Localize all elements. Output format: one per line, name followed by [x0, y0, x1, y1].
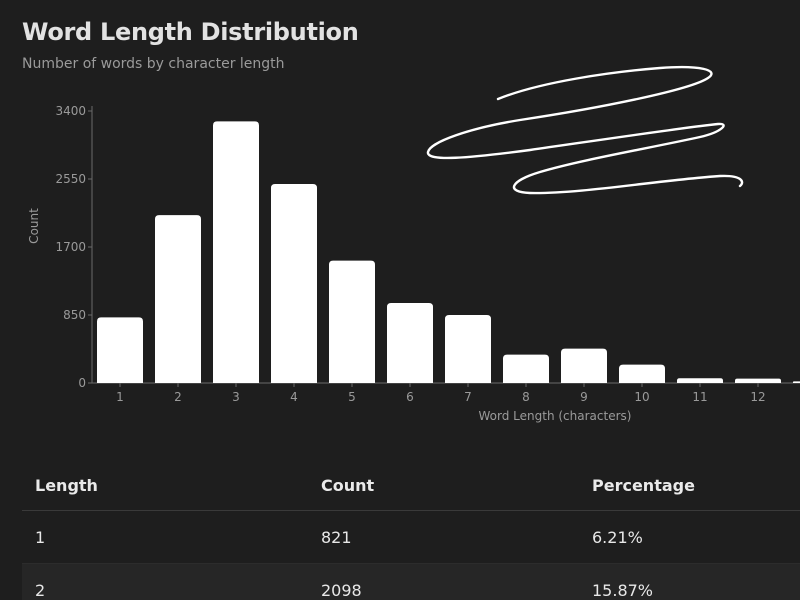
bars: [97, 121, 800, 384]
x-tick-label: 7: [464, 390, 472, 404]
x-tick-label: 10: [634, 390, 649, 404]
x-tick-label: 2: [174, 390, 182, 404]
cell-count: 2098: [321, 580, 362, 600]
y-axis-title: Count: [27, 208, 41, 244]
y-tick-label: 0: [78, 376, 86, 390]
header-length: Length: [35, 475, 98, 495]
y-tick-label: 3400: [55, 104, 86, 118]
x-tick-label: 4: [290, 390, 298, 404]
x-tick-label: 3: [232, 390, 240, 404]
page-title: Word Length Distribution: [22, 18, 359, 46]
bar-8: [503, 354, 549, 383]
table-header: Length Count Percentage: [22, 460, 800, 511]
bar-2: [155, 215, 201, 383]
bar-5: [329, 260, 375, 383]
y-tick-label: 850: [63, 308, 86, 322]
bar-4: [271, 183, 317, 383]
data-table: Length Count Percentage 1 821 6.21% 2 20…: [22, 460, 800, 600]
table-row: 2 2098 15.87%: [22, 564, 800, 600]
cell-count: 821: [321, 527, 352, 547]
x-tick-label: 6: [406, 390, 414, 404]
bar-1: [97, 317, 143, 383]
x-tick-label: 5: [348, 390, 356, 404]
x-tick-label: 12: [750, 390, 765, 404]
cell-percentage: 6.21%: [592, 527, 643, 547]
x-tick-label: 11: [692, 390, 707, 404]
bar-12: [735, 378, 781, 383]
cell-length: 1: [35, 527, 46, 547]
x-tick-label: 9: [580, 390, 588, 404]
header-count: Count: [321, 475, 375, 495]
x-axis: 12345678910111213: [92, 382, 800, 404]
y-axis: 0 850 1700 2550 3400: [55, 104, 93, 390]
bar-7: [445, 315, 491, 383]
page-subtitle: Number of words by character length: [22, 56, 285, 72]
bar-10: [619, 364, 665, 383]
bar-6: [387, 303, 433, 383]
bar-11: [677, 378, 723, 383]
bar-9: [561, 348, 607, 383]
cell-percentage: 15.87%: [592, 580, 654, 600]
header-percentage: Percentage: [592, 475, 695, 495]
y-tick-label: 1700: [55, 240, 86, 254]
bar-3: [213, 121, 259, 384]
bar-13: [793, 381, 800, 383]
cell-length: 2: [35, 580, 46, 600]
x-tick-label: 8: [522, 390, 530, 404]
y-tick-label: 2550: [55, 172, 86, 186]
x-axis-title: Word Length (characters): [479, 409, 632, 423]
x-tick-label: 1: [116, 390, 124, 404]
table-row: 1 821 6.21%: [22, 511, 800, 564]
